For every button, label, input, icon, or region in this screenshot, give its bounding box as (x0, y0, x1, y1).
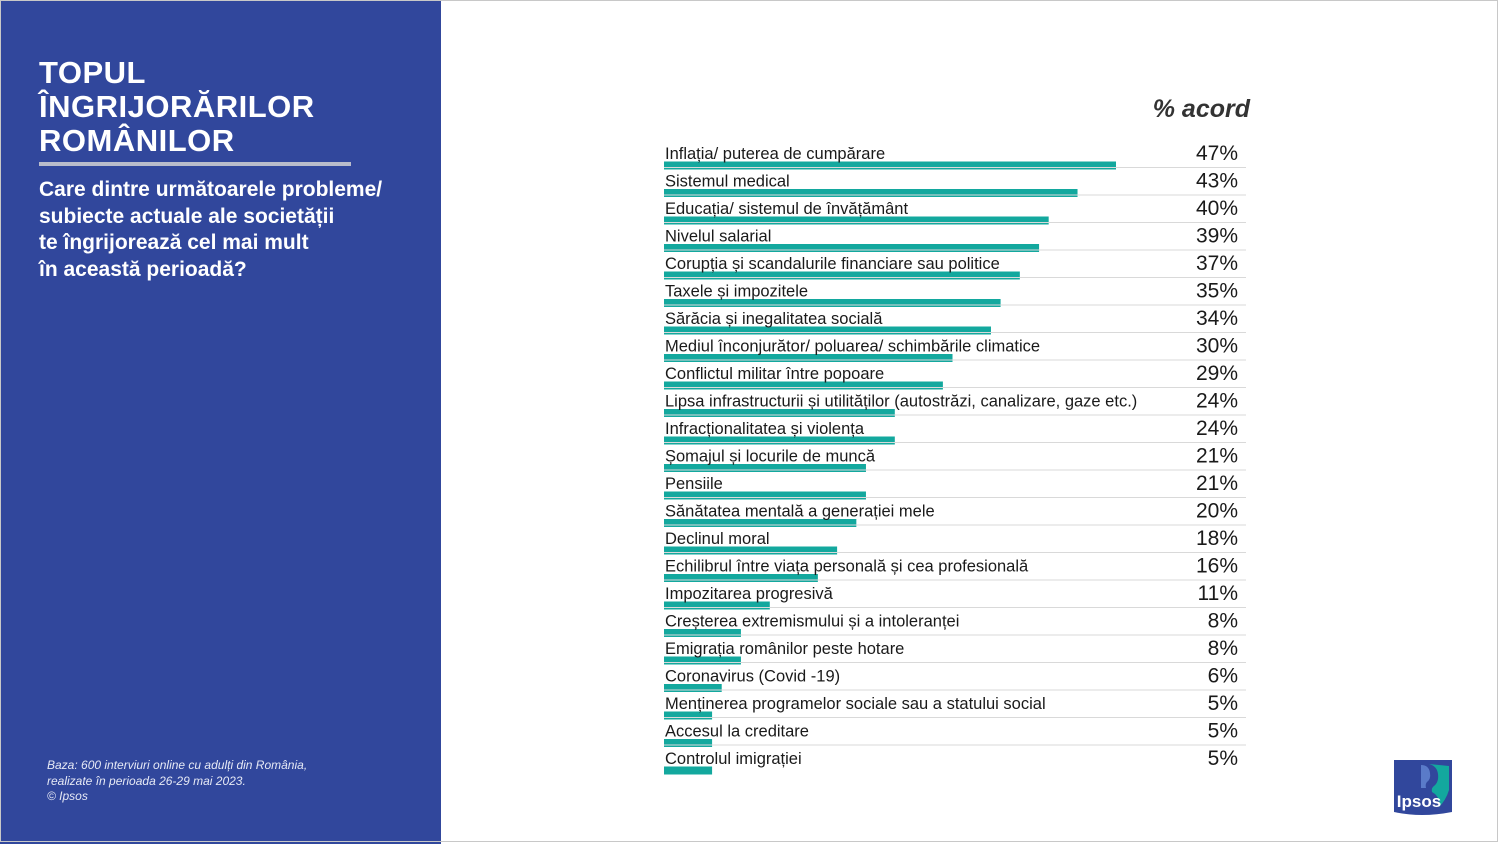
bar (664, 574, 818, 582)
value-label: 20% (1196, 500, 1238, 523)
category-label: Sistemul medical (665, 173, 790, 191)
value-label: 21% (1196, 472, 1238, 495)
value-label: 35% (1196, 280, 1238, 303)
bar (664, 161, 1116, 170)
bar (664, 629, 741, 637)
question-line: în această perioadă? (39, 257, 247, 281)
value-label: 11% (1198, 582, 1238, 605)
category-label: Lipsa infrastructurii și utilităților (a… (665, 393, 1137, 411)
bar (664, 739, 713, 747)
value-label: 47% (1196, 142, 1238, 165)
bar (664, 354, 953, 362)
category-label: Corupția și scandalurile financiare sau … (665, 255, 1000, 273)
title-divider (39, 162, 351, 166)
value-label: 29% (1196, 362, 1238, 385)
question-line: Care dintre următoarele probleme/ (39, 178, 383, 201)
category-label: Declinul moral (665, 530, 770, 548)
value-label: 43% (1196, 170, 1238, 193)
question-line: te îngrijorează cel mai mult (39, 231, 309, 254)
category-label: Șomajul și locurile de muncă (665, 448, 876, 466)
value-label: 30% (1196, 335, 1238, 358)
bar (664, 491, 866, 500)
footnote-line: Baza: 600 interviuri online cu adulți di… (47, 758, 308, 772)
value-header: % acord (1152, 95, 1250, 123)
value-label: 37% (1196, 252, 1238, 275)
bar (664, 436, 895, 445)
value-label: 8% (1208, 610, 1238, 633)
category-label: Mediul înconjurător/ poluarea/ schimbări… (665, 338, 1040, 356)
bar (664, 216, 1049, 225)
bar (664, 546, 838, 555)
value-label: 5% (1208, 692, 1238, 715)
category-label: Conflictul militar între popoare (665, 365, 884, 383)
category-label: Creșterea extremismului și a intoleranțe… (665, 613, 959, 631)
bar (664, 244, 1040, 252)
footnote-line: © Ipsos (47, 789, 88, 803)
value-label: 8% (1208, 637, 1238, 660)
value-label: 39% (1196, 225, 1238, 248)
question-line: subiecte actuale ale societății (39, 204, 335, 228)
bar (664, 601, 770, 610)
category-label: Pensiile (665, 475, 723, 493)
title-line: TOPUL (39, 55, 146, 90)
value-label: 21% (1196, 445, 1238, 468)
value-label: 24% (1196, 390, 1238, 413)
left-panel: TOPUL ÎNGRIJORĂRILOR ROMÂNILOR Care dint… (0, 0, 441, 844)
bar (664, 409, 895, 417)
value-label: 34% (1196, 307, 1238, 330)
bar (664, 271, 1020, 280)
ipsos-logo-text: Ipsos (1397, 792, 1441, 811)
title-line: ROMÂNILOR (39, 123, 235, 158)
ipsos-logo: Ipsos (1394, 760, 1452, 815)
bar (664, 684, 722, 692)
category-label: Infracționalitatea și violența (665, 420, 865, 438)
footnote: Baza: 600 interviuri online cu adulți di… (47, 758, 307, 805)
bar (664, 656, 741, 665)
category-label: Echilibrul între viața personală și cea … (665, 558, 1029, 576)
bar (664, 381, 943, 390)
bar (664, 464, 866, 472)
value-label: 18% (1196, 527, 1238, 550)
value-label: 40% (1196, 197, 1238, 220)
bar (664, 519, 857, 527)
survey-question: Care dintre următoarele probleme/ subiec… (39, 177, 382, 283)
bar (664, 711, 713, 720)
category-label: Sărăcia și inegalitatea socială (665, 310, 883, 328)
value-label: 24% (1196, 417, 1238, 440)
footnote-line: realizate în perioada 26-29 mai 2023. (47, 773, 246, 788)
category-label: Inflația/ puterea de cumpărare (665, 145, 885, 163)
category-label: Accesul la creditare (665, 723, 809, 741)
category-label: Coronavirus (Covid -19) (665, 668, 840, 686)
page-title: TOPUL ÎNGRIJORĂRILOR ROMÂNILOR (39, 56, 315, 158)
value-label: 5% (1208, 720, 1238, 743)
category-label: Impozitarea progresivă (665, 585, 834, 603)
category-label: Educația/ sistemul de învățământ (665, 200, 908, 218)
bar (664, 766, 713, 775)
bar (664, 189, 1078, 197)
category-label: Menținerea programelor sociale sau a sta… (665, 695, 1046, 713)
category-label: Sănătatea mentală a generației mele (665, 503, 935, 521)
category-label: Taxele și impozitele (665, 283, 808, 301)
category-label: Nivelul salarial (665, 228, 771, 246)
value-label: 6% (1208, 665, 1238, 688)
bar (664, 299, 1001, 307)
value-label: 5% (1208, 747, 1238, 770)
value-label: 16% (1196, 555, 1238, 578)
category-label: Controlul imigrației (665, 750, 802, 768)
bar (664, 326, 991, 335)
category-label: Emigrația românilor peste hotare (665, 640, 904, 658)
title-line: ÎNGRIJORĂRILOR (39, 89, 315, 124)
